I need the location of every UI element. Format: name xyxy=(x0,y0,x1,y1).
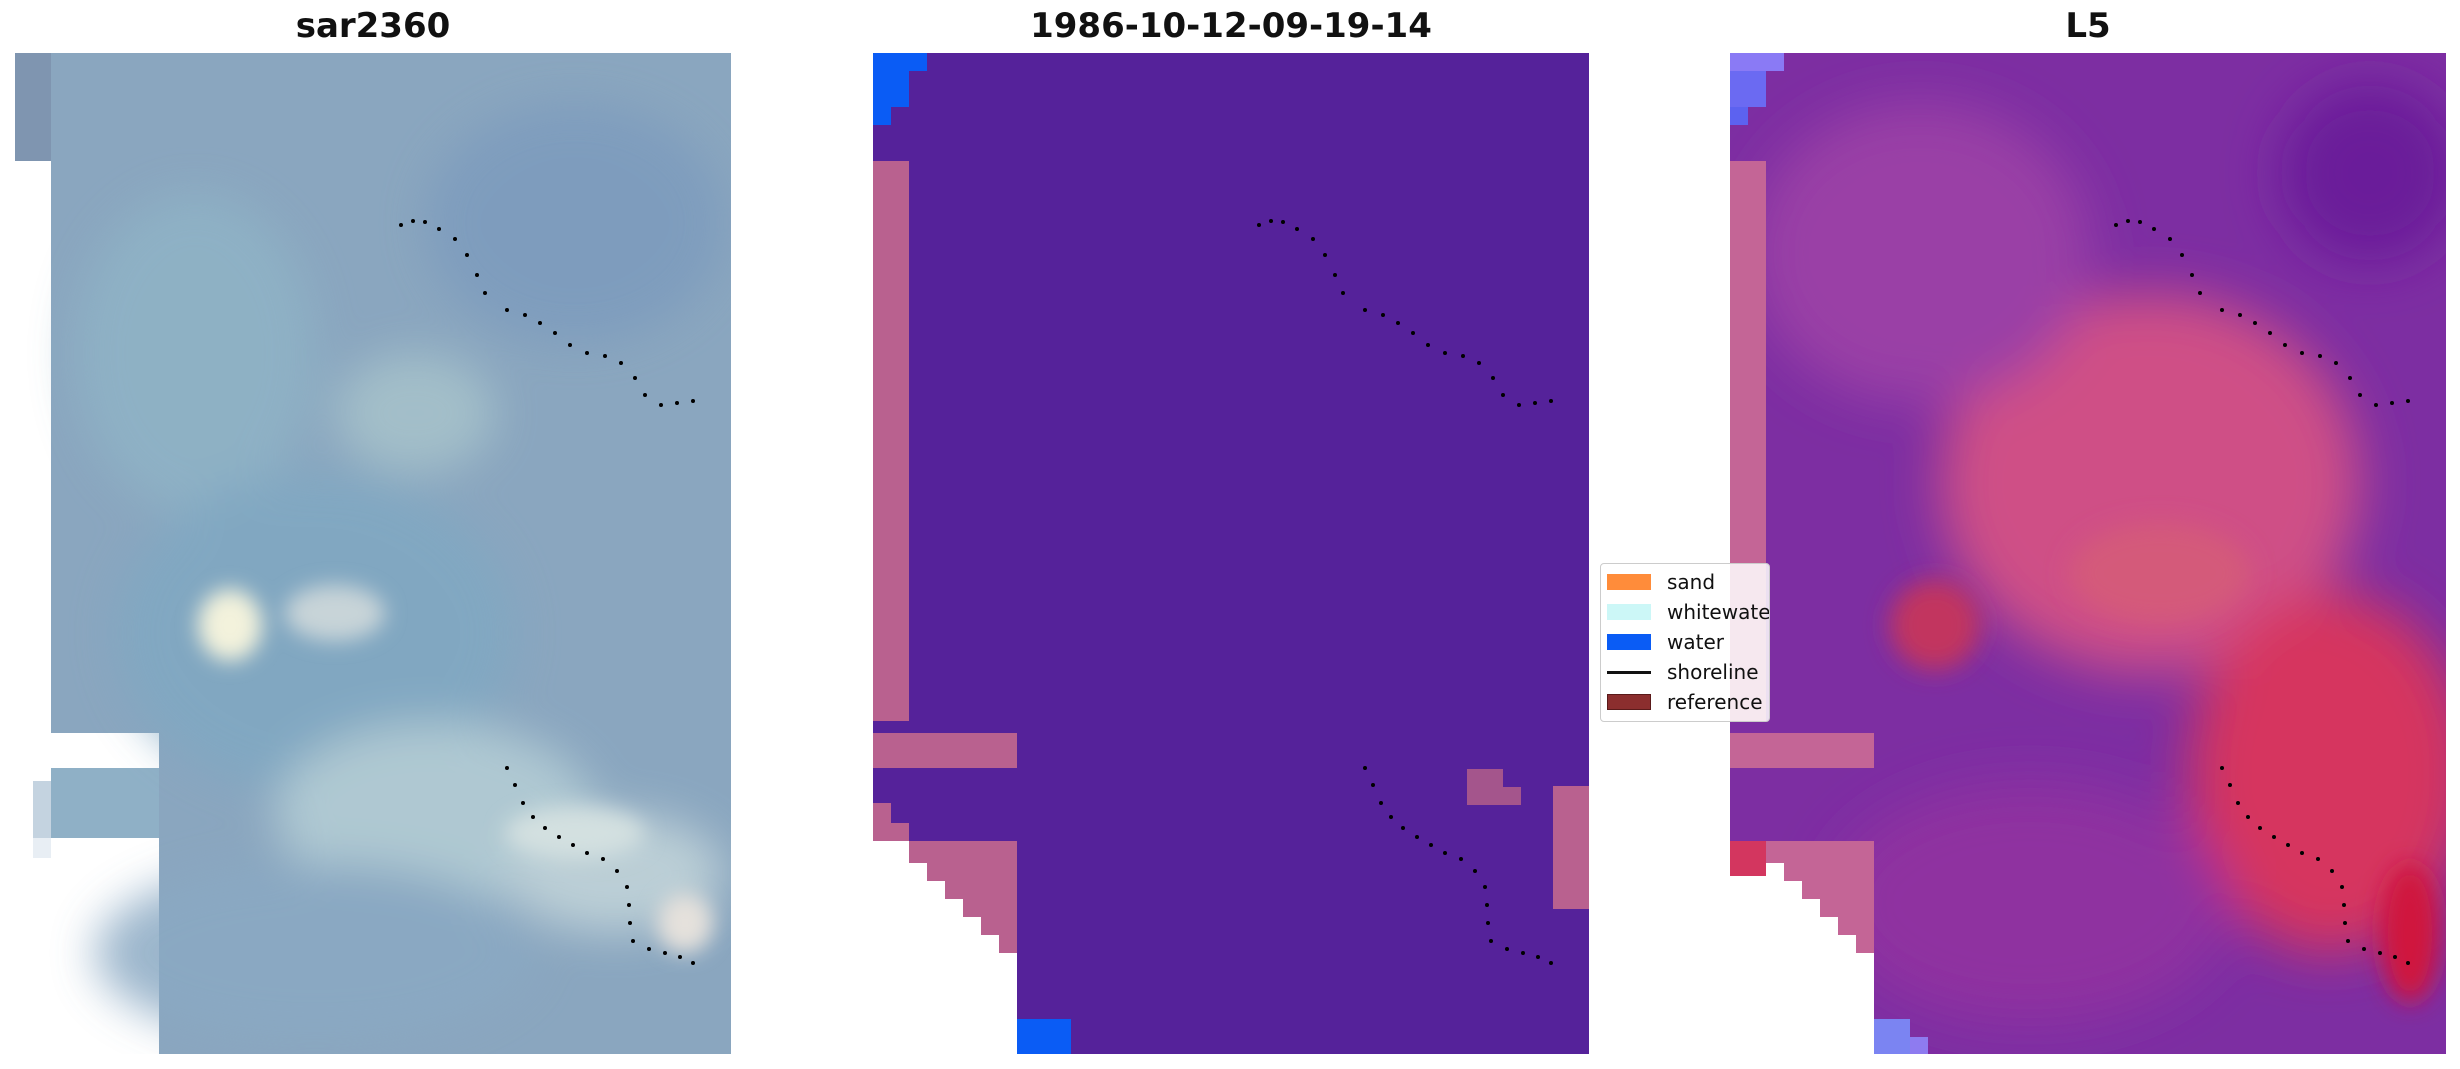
sand-swatch-icon xyxy=(1607,574,1651,590)
legend-label-whitewater: whitewater xyxy=(1667,600,1770,624)
legend-item-water: water xyxy=(1607,629,1724,655)
classification-pixels xyxy=(873,53,1589,1054)
panel-title-classification: 1986-10-12-09-19-14 xyxy=(1030,6,1432,46)
rgb-image-panel xyxy=(15,53,731,1054)
rgb-image xyxy=(15,53,731,1054)
legend-item-whitewater: whitewater xyxy=(1607,599,1770,625)
legend-label-sand: sand xyxy=(1667,570,1716,594)
index-pixels xyxy=(1730,53,2446,1054)
legend-item-reference: reference xyxy=(1607,689,1763,715)
reference-swatch-icon xyxy=(1607,694,1651,710)
legend-label-reference: reference xyxy=(1667,690,1763,714)
index-panel xyxy=(1730,53,2446,1054)
shoreline-points-3 xyxy=(2114,219,2410,965)
classification-panel xyxy=(873,53,1589,1054)
legend-label-water: water xyxy=(1667,630,1724,654)
rgb-image-content xyxy=(15,53,731,1054)
shoreline-points xyxy=(399,219,695,965)
legend-item-sand: sand xyxy=(1607,569,1715,595)
panel-title-index: L5 xyxy=(2065,6,2111,46)
water-swatch-icon xyxy=(1607,634,1651,650)
index-image xyxy=(1730,53,2446,1054)
legend-item-shoreline: shoreline xyxy=(1607,659,1759,685)
legend: sand whitewater water shoreline referenc… xyxy=(1600,563,1770,722)
panel-title-rgb: sar2360 xyxy=(295,6,451,46)
whitewater-swatch-icon xyxy=(1607,604,1651,620)
shoreline-line-icon xyxy=(1607,670,1651,674)
legend-label-shoreline: shoreline xyxy=(1667,660,1759,684)
shoreline-points-2 xyxy=(1257,219,1553,965)
classification-image xyxy=(873,53,1589,1054)
